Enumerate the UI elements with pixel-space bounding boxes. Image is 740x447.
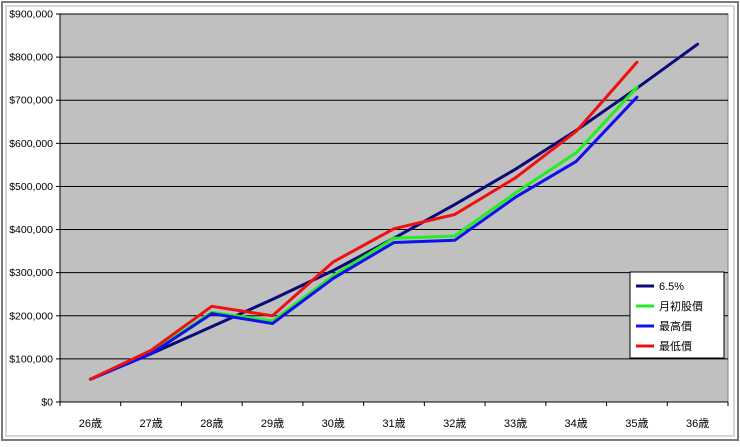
- y-tick-label: $400,000: [9, 224, 53, 236]
- data-point: [574, 160, 578, 163]
- data-point: [453, 239, 456, 242]
- x-tick-label: 35歳: [625, 417, 648, 430]
- legend-label: 最低價: [659, 339, 692, 353]
- series-lines: [88, 42, 700, 381]
- data-point: [514, 176, 517, 180]
- data-point: [635, 61, 639, 64]
- y-tick-label: $800,000: [9, 52, 53, 64]
- data-point: [332, 269, 335, 272]
- x-tick-label: 31歳: [382, 417, 405, 430]
- y-axis-tick-labels: $0 $100,000 $200,000 $300,000 $400,000 $500,0…: [9, 9, 53, 409]
- data-point: [453, 203, 456, 206]
- y-tick-label: $200,000: [9, 310, 53, 322]
- data-point: [514, 168, 517, 171]
- y-tick-label: $600,000: [9, 138, 53, 150]
- x-tick-label: 36歳: [686, 417, 709, 430]
- x-tick-label: 33歳: [504, 417, 527, 430]
- data-point: [210, 325, 214, 328]
- data-point: [332, 277, 335, 280]
- y-tick-label: $300,000: [9, 267, 53, 279]
- data-point: [332, 260, 335, 264]
- y-tick-label: $100,000: [9, 353, 53, 365]
- x-tick-label: 30歳: [322, 417, 345, 430]
- data-point: [89, 377, 92, 381]
- data-point: [271, 298, 274, 301]
- data-point: [392, 227, 396, 230]
- data-point: [635, 86, 639, 89]
- data-point: [271, 314, 274, 317]
- x-tick-label: 34歳: [565, 417, 588, 430]
- data-point: [696, 42, 699, 46]
- data-point: [574, 130, 578, 133]
- data-point: [453, 213, 456, 216]
- data-point: [210, 305, 214, 308]
- x-tick-label: 26歳: [79, 417, 102, 430]
- data-point: [574, 151, 578, 155]
- data-point: [392, 241, 396, 244]
- data-point: [392, 236, 396, 240]
- data-point: [635, 96, 639, 99]
- data-point: [210, 312, 214, 315]
- y-tick-label: $500,000: [9, 181, 53, 193]
- y-tick-label: $900,000: [9, 9, 53, 21]
- x-axis-tick-labels: 26歳 27歳 28歳 29歳 30歳 31歳 32歳 33歳 34歳 35歳 36歳: [79, 417, 710, 430]
- series-line-2: [88, 95, 639, 381]
- series-line-3: [88, 60, 639, 381]
- data-point: [271, 322, 274, 325]
- legend-label: 月初股價: [659, 299, 703, 313]
- y-tick-label: $700,000: [9, 95, 53, 107]
- legend-label: 最高價: [659, 319, 692, 333]
- x-tick-label: 32歳: [443, 417, 466, 430]
- legend-label: 6.5%: [659, 281, 684, 293]
- x-tick-label: 29歳: [261, 417, 284, 430]
- data-point: [149, 349, 153, 352]
- x-tick-label: 28歳: [200, 417, 223, 430]
- x-tick-label: 27歳: [139, 417, 162, 430]
- outer-border-inner: [5, 5, 735, 437]
- data-point: [149, 352, 153, 355]
- data-point: [514, 196, 517, 199]
- y-tick-label: $0: [41, 397, 53, 409]
- data-point: [453, 234, 456, 238]
- data-point: [514, 191, 517, 195]
- axes: [56, 13, 729, 406]
